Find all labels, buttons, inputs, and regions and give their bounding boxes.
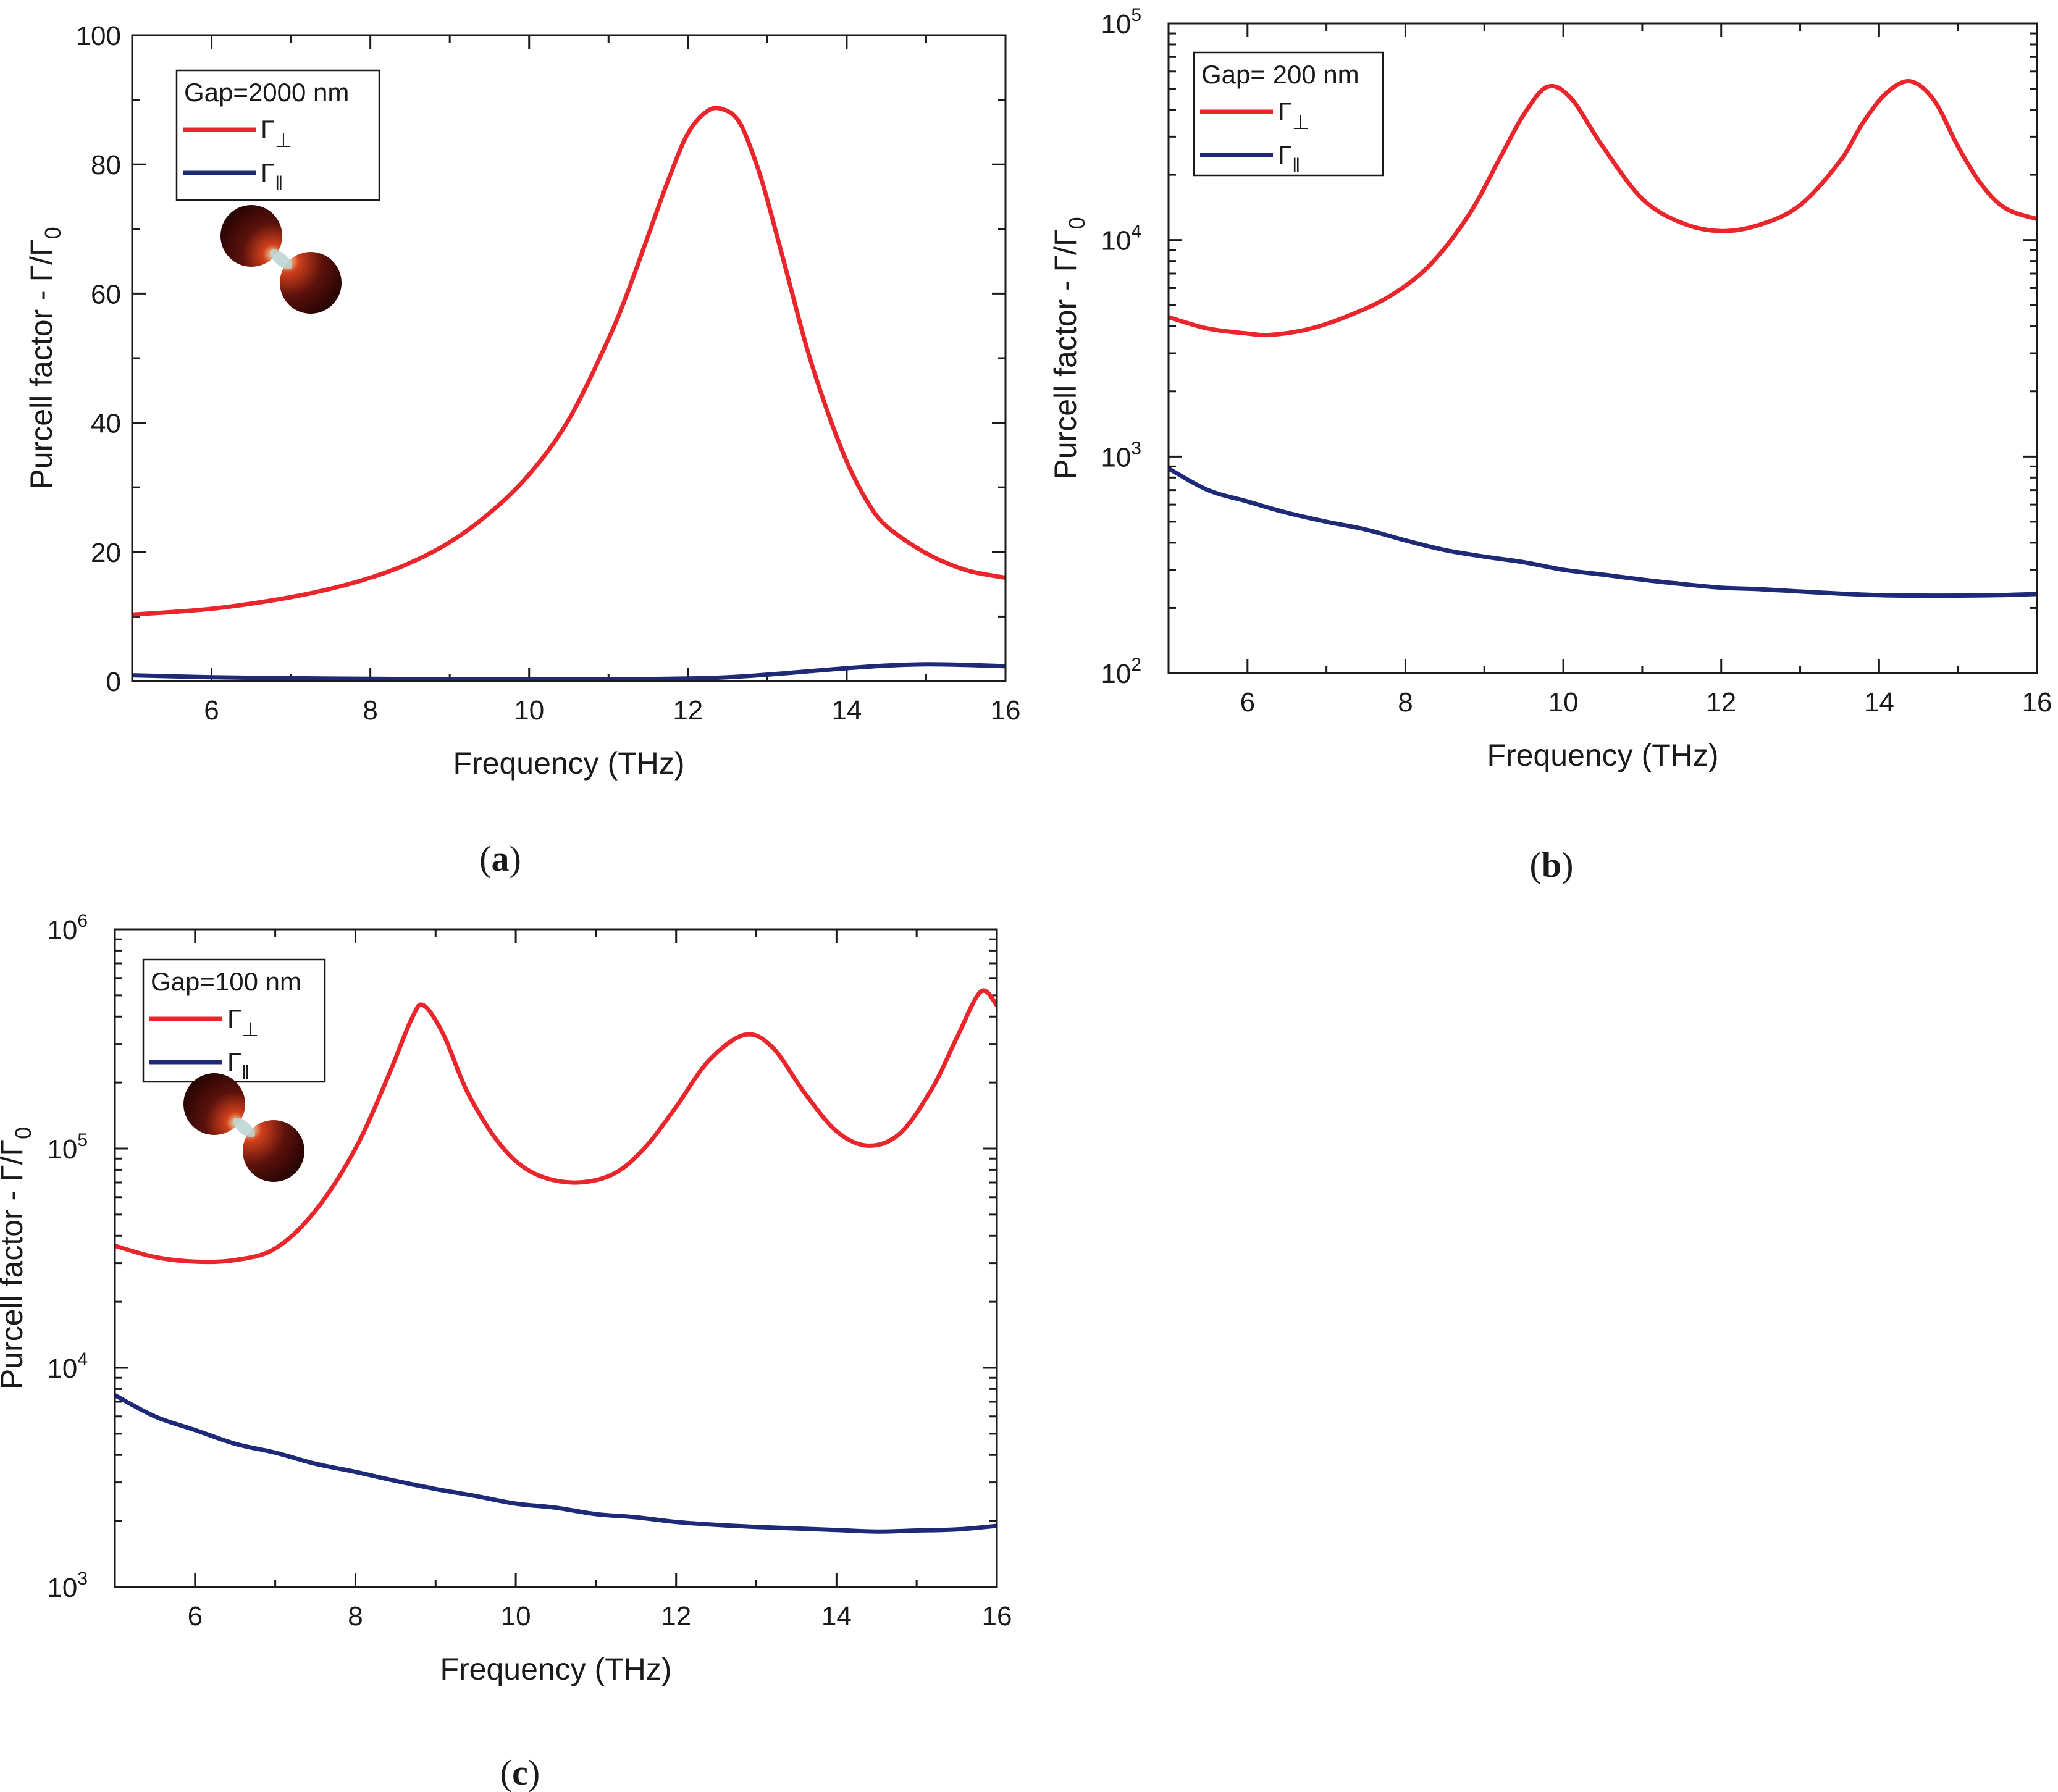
panel-caption: (c)	[500, 1752, 540, 1792]
x-axis-label: Frequency (THz)	[440, 1652, 671, 1686]
plot-frame	[114, 928, 998, 1588]
chart-panel-b: 6 8 10 12 14 16 102 103 104 105 Frequency (THz) Pur…	[1048, 5, 2052, 772]
legend-title: Gap=100 nm	[151, 967, 301, 996]
series-line-perpendicular	[1169, 78, 2037, 338]
plot-area	[132, 106, 1006, 681]
y-tick-label: 106	[47, 911, 88, 945]
chart-panel-a: 6 8 10 12 14 16 0 20 40 60 80 100 Frequency (THz) Pur…	[24, 21, 1020, 781]
legend-title: Gap=2000 nm	[184, 78, 349, 107]
sphere-right	[243, 1120, 304, 1182]
y-tick-label: 104	[1101, 222, 1141, 256]
x-tick-label: 6	[188, 1601, 203, 1631]
series-line-parallel	[1169, 466, 2037, 598]
x-tick-label: 14	[831, 695, 862, 726]
x-tick-label: 8	[363, 695, 377, 726]
legend: Gap=100 nmΓ⊥Γ‖	[142, 958, 326, 1084]
chart-panel-c: 6 8 10 12 14 16 103 104 105 106 Frequency (THz) Pur…	[0, 911, 1012, 1686]
legend-title: Gap= 200 nm	[1201, 60, 1359, 89]
sphere-left	[183, 1073, 245, 1135]
dimer-inset-image	[183, 1073, 304, 1182]
y-axis-label: Purcell factor - Γ/Γ0	[1048, 217, 1090, 479]
series-line-perpendicular	[115, 988, 997, 1265]
axis-ticks	[114, 928, 998, 1588]
y-axis-label: Purcell factor - Γ/Γ0	[24, 227, 65, 489]
sphere-right	[280, 252, 342, 314]
plot-area	[1169, 78, 2037, 598]
x-tick-label: 16	[982, 1601, 1012, 1631]
plot-frame	[1167, 22, 2038, 674]
x-axis-label: Frequency (THz)	[1487, 738, 1718, 772]
x-tick-label: 16	[2022, 687, 2052, 718]
x-tick-label: 8	[348, 1601, 363, 1631]
gap-hotspot	[269, 249, 293, 270]
y-tick-label: 102	[1101, 655, 1141, 689]
y-tick-label: 80	[91, 150, 121, 180]
x-tick-label: 6	[204, 695, 219, 726]
series-line-parallel	[132, 662, 1006, 681]
x-tick-label: 12	[673, 695, 703, 726]
x-tick-label: 6	[1240, 687, 1255, 718]
y-tick-label: 105	[1101, 5, 1141, 40]
legend: Gap=2000 nmΓ⊥Γ‖	[175, 69, 380, 201]
y-tick-label: 105	[47, 1130, 88, 1165]
x-tick-label: 10	[514, 695, 544, 726]
x-tick-label: 14	[1864, 687, 1894, 718]
legend-box	[175, 69, 380, 201]
x-tick-label: 10	[1548, 687, 1579, 718]
y-tick-label: 104	[47, 1349, 88, 1384]
panel-caption: (b)	[1530, 845, 1574, 885]
plot-frame	[131, 34, 1007, 682]
legend: Gap= 200 nmΓ⊥Γ‖	[1193, 51, 1384, 177]
x-tick-label: 14	[821, 1601, 852, 1631]
panel-caption: (a)	[479, 839, 521, 879]
y-tick-label: 20	[91, 538, 121, 568]
x-axis-label: Frequency (THz)	[453, 746, 684, 781]
y-tick-label: 100	[76, 21, 121, 51]
gap-hotspot	[232, 1117, 256, 1138]
y-tick-label: 0	[106, 667, 121, 697]
x-tick-label: 16	[991, 695, 1021, 726]
sphere-left	[220, 205, 282, 267]
y-tick-label: 103	[1101, 438, 1141, 472]
x-tick-label: 12	[1706, 687, 1736, 718]
dimer-inset-image	[220, 205, 342, 314]
x-tick-label: 10	[501, 1601, 531, 1631]
x-tick-label: 8	[1398, 687, 1413, 718]
x-tick-label: 12	[661, 1601, 691, 1631]
y-tick-label: 60	[91, 279, 121, 309]
series-line-perpendicular	[132, 106, 1006, 617]
y-tick-label: 40	[91, 409, 121, 439]
y-tick-label: 103	[47, 1568, 88, 1603]
plot-area	[115, 988, 997, 1534]
series-line-parallel	[115, 1392, 997, 1534]
y-axis-label: Purcell factor - Γ/Γ0	[0, 1127, 36, 1389]
